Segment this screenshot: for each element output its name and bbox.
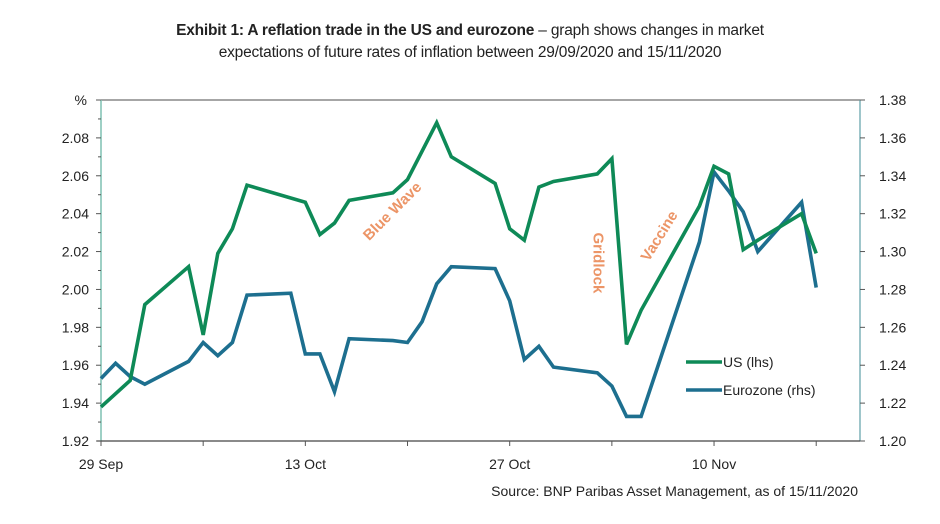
us-series-line [99, 118, 818, 409]
y-left-tick-label: 2.08 [62, 130, 89, 146]
y-right-tick-label: 1.38 [879, 92, 906, 108]
y-left-tick-label: 1.98 [62, 319, 89, 335]
y-right-tick-label: 1.34 [879, 168, 906, 184]
y-left-tick-label: 2.00 [62, 281, 89, 297]
y-left-tick-label: 1.94 [62, 395, 89, 411]
title-line-1: Exhibit 1: A reflation trade in the US a… [0, 20, 940, 42]
y-right-tick-label: 1.30 [879, 244, 906, 260]
eurozone-series-line [99, 167, 818, 419]
y-left-tick-label: 2.02 [62, 244, 89, 260]
y-right-tick-label: 1.26 [879, 319, 906, 335]
source-note: Source: BNP Paribas Asset Management, as… [491, 483, 858, 499]
y-right-tick-label: 1.24 [879, 357, 906, 373]
title-line-2: expectations of future rates of inflatio… [218, 44, 722, 61]
y-right-tick-label: 1.20 [879, 433, 906, 449]
annotation-vaccine: Vaccine [638, 208, 682, 264]
y-right-tick-label: 1.32 [879, 206, 906, 222]
y-right-tick-label: 1.28 [879, 281, 906, 297]
title-rest: – graph shows changes in market [534, 22, 764, 39]
annotation-gridlock: Gridlock [589, 232, 606, 294]
legend-us-label: US (lhs) [723, 354, 774, 370]
legend: US (lhs) Eurozone (rhs) [686, 354, 816, 398]
x-tick-label: 13 Oct [285, 456, 326, 472]
axes: 1.92 1.94 1.96 1.98 2.00 2.02 2.04 2.06 2.08% 1.2… [62, 92, 907, 472]
legend-eurozone-label: Eurozone (rhs) [723, 382, 816, 398]
y-left-tick-label: 2.04 [62, 206, 89, 222]
x-tick-label: 10 Nov [692, 456, 736, 472]
y-left-tick-label: 2.06 [62, 168, 89, 184]
x-tick-label: 27 Oct [489, 456, 530, 472]
title-bold: Exhibit 1: A reflation trade in the US a… [176, 22, 535, 39]
series-group [99, 118, 818, 419]
x-tick-label: 29 Sep [79, 456, 124, 472]
y-left-tick-label: 1.96 [62, 357, 89, 373]
y-right-tick-label: 1.36 [879, 130, 906, 146]
y-left-tick-label: 1.92 [62, 433, 89, 449]
y-right-tick-label: 1.22 [879, 395, 906, 411]
chart-title: Exhibit 1: A reflation trade in the US a… [0, 20, 940, 64]
annotation-blue-wave: Blue Wave [360, 179, 425, 244]
y-left-unit-label: % [75, 92, 87, 108]
